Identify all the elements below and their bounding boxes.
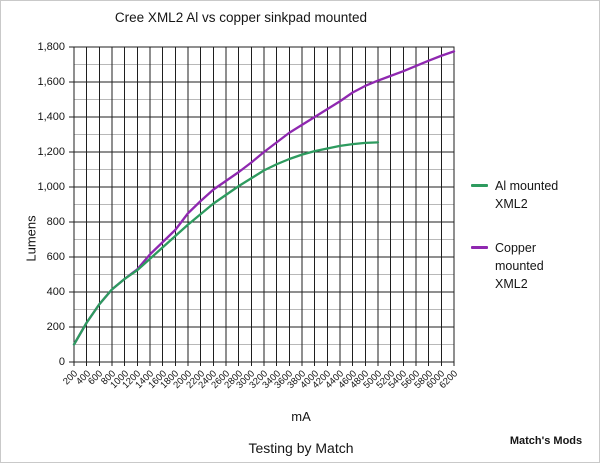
y-tick-200: 200 xyxy=(46,320,65,333)
y-tick-600: 600 xyxy=(46,250,65,263)
y-tick-1,400: 1,400 xyxy=(37,110,65,123)
legend-entry-copper: Copper mounted XML2 xyxy=(471,239,577,293)
legend-entry-al: Al mounted XML2 xyxy=(471,177,577,213)
legend-swatch-copper xyxy=(471,246,488,249)
legend-label-al: Al mounted XML2 xyxy=(495,179,559,211)
y-tick-1,200: 1,200 xyxy=(37,145,65,158)
y-tick-1,600: 1,600 xyxy=(37,75,65,88)
y-tick-1,800: 1,800 xyxy=(37,40,65,53)
chart-title: Cree XML2 Al vs copper sinkpad mounted xyxy=(114,10,368,25)
series-line-0 xyxy=(72,141,380,346)
y-tick-800: 800 xyxy=(46,215,65,228)
footer-text: Testing by Match xyxy=(248,440,354,456)
plot-area xyxy=(69,46,456,366)
legend-label-copper: Copper mounted XML2 xyxy=(495,241,544,291)
y-tick-400: 400 xyxy=(46,285,65,298)
watermark-text: Match's Mods xyxy=(509,435,583,447)
y-tick-0: 0 xyxy=(58,355,65,368)
legend-swatch-al xyxy=(471,184,488,187)
x-axis-title: mA xyxy=(291,409,311,424)
y-tick-1,000: 1,000 xyxy=(37,180,65,193)
